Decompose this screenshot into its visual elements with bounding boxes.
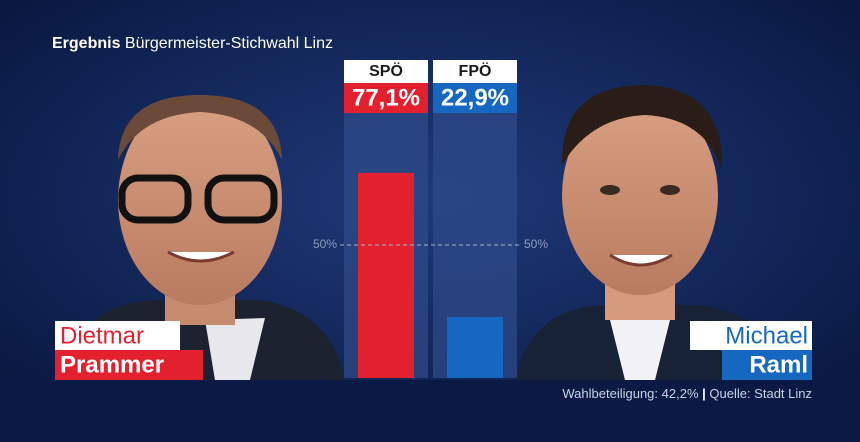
candidate-right: Michael Raml: [690, 321, 812, 380]
last-name: Prammer: [60, 351, 164, 378]
category-label: SPÖ: [369, 61, 403, 80]
value-box: [433, 83, 517, 113]
bottom-band: [0, 380, 860, 437]
bar: [447, 317, 503, 378]
first-name: Michael: [725, 322, 808, 349]
title-bold: Ergebnis: [52, 35, 121, 52]
photo-right: [515, 85, 780, 380]
footer: Wahlbeteiligung: 42,2% | Quelle: Stadt L…: [562, 386, 812, 401]
title: Bürgermeister-Stichwahl Linz: [125, 35, 333, 52]
bar: [358, 172, 414, 378]
value-label: 77,1%: [352, 84, 420, 111]
name-box: [55, 321, 180, 350]
first-name: Dietmar: [60, 322, 144, 349]
chart-title: Ergebnis Bürgermeister-Stichwahl Linz: [52, 35, 333, 52]
category-box: [433, 60, 517, 83]
source: Quelle: Stadt Linz: [709, 386, 812, 401]
category-label: FPÖ: [459, 61, 492, 80]
reference-label: 50%: [524, 237, 548, 251]
last-name: Raml: [749, 351, 808, 378]
category-box: [344, 60, 428, 83]
candidate-left: Dietmar Prammer: [55, 321, 203, 380]
value-box: [344, 83, 428, 113]
turnout: Wahlbeteiligung: 42,2%: [562, 386, 699, 401]
photo-left: [60, 95, 345, 380]
name-box: [690, 321, 812, 350]
reference-label: 50%: [313, 237, 337, 251]
name-box: [722, 350, 812, 380]
plot: SPÖ 77,1% FPÖ 22,9% 50% 50%: [313, 60, 548, 378]
value-label: 22,9%: [441, 84, 509, 111]
name-box: [55, 350, 203, 380]
